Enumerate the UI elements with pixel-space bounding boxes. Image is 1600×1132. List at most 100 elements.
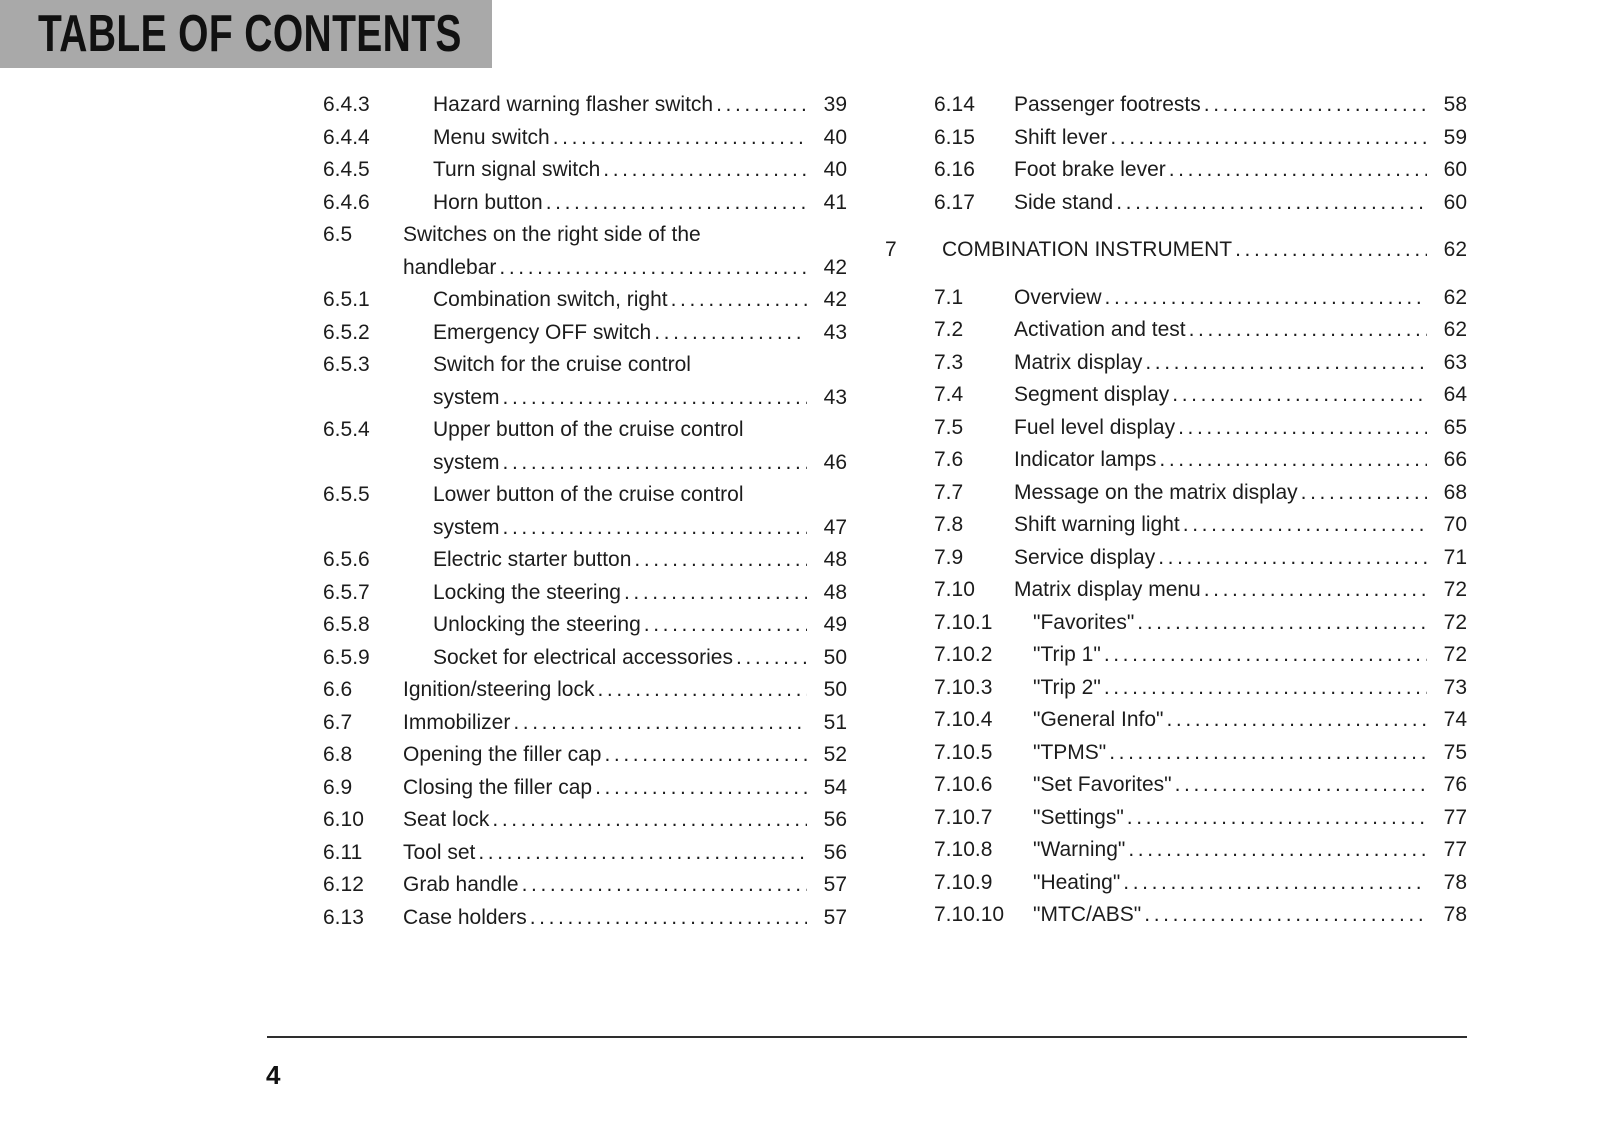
toc-entry-line: Ignition/steering lock 50 xyxy=(403,674,847,707)
toc-entry: 6.11 Tool set 56 xyxy=(323,837,847,870)
toc-entry-content: Switch for the cruise control system 43 xyxy=(433,349,847,414)
dot-leader xyxy=(1204,89,1427,122)
dot-leader xyxy=(503,382,807,415)
toc-entry-content: Foot brake lever 60 xyxy=(1014,154,1467,187)
toc-entry: 6.4.3 Hazard warning flasher switch 39 xyxy=(323,89,847,122)
dot-leader xyxy=(492,804,807,837)
toc-entry-content: "General Info" 74 xyxy=(1033,704,1467,737)
toc-entry-title: "Trip 2" xyxy=(1033,675,1101,699)
toc-entry-title: Closing the filler cap xyxy=(403,775,593,799)
toc-entry-title: Tool set xyxy=(403,840,476,864)
toc-entry-content: Hazard warning flasher switch 39 xyxy=(433,89,847,122)
toc-entry: 7.7 Message on the matrix display 68 xyxy=(934,477,1467,510)
toc-entry-content: "Set Favorites" 76 xyxy=(1033,769,1467,802)
toc-entry-page: 77 xyxy=(1443,805,1467,829)
toc-entry-page: 64 xyxy=(1443,383,1467,406)
toc-entry-content: Menu switch 40 xyxy=(433,122,847,155)
dot-leader xyxy=(1235,234,1427,267)
toc-entry-content: Shift lever 59 xyxy=(1014,122,1467,155)
toc-entry-page: 78 xyxy=(1443,903,1467,926)
toc-entry-title: Emergency OFF switch xyxy=(433,320,652,344)
toc-entry-title: Socket for electrical accessories xyxy=(433,645,733,669)
dot-leader xyxy=(1104,672,1427,705)
toc-entry: 6.5.2 Emergency OFF switch 43 xyxy=(323,317,847,350)
dot-leader xyxy=(1110,122,1427,155)
toc-entry-page: 54 xyxy=(823,775,847,799)
toc-entry: 6.5.8 Unlocking the steering 49 xyxy=(323,609,847,642)
toc-entry-content: "Settings" 77 xyxy=(1033,802,1467,835)
toc-entry: 6.5.3 Switch for the cruise control system… xyxy=(323,349,847,414)
footer-rule xyxy=(267,1036,1467,1038)
toc-entry-content: Immobilizer 51 xyxy=(403,707,847,740)
toc-entry-page: 70 xyxy=(1443,513,1467,536)
toc-entry-content: Matrix display menu 72 xyxy=(1014,574,1467,607)
toc-entry-title: Matrix display xyxy=(1014,350,1143,374)
dot-leader xyxy=(1128,834,1427,867)
toc-entry-number: 6.9 xyxy=(323,775,353,799)
toc-entry-line: Emergency OFF switch 43 xyxy=(433,317,847,350)
toc-entry-number: 7.8 xyxy=(934,513,964,536)
toc-entry-number: 6.5.7 xyxy=(323,580,370,604)
dot-leader xyxy=(716,89,807,122)
toc-entry-number: 7.2 xyxy=(934,318,964,341)
toc-entry-line: Hazard warning flasher switch 39 xyxy=(433,89,847,122)
toc-entry-title: "Favorites" xyxy=(1033,610,1135,634)
toc-entry: 6.13 Case holders 57 xyxy=(323,902,847,935)
toc-entry-content: "Warning" 77 xyxy=(1033,834,1467,867)
toc-entry-line: Service display 71 xyxy=(1014,542,1467,575)
toc-entry: 7.4 Segment display 64 xyxy=(934,379,1467,412)
toc-entry-title: Combination switch, right xyxy=(433,288,668,311)
toc-entry-content: Message on the matrix display 68 xyxy=(1014,477,1467,510)
toc-entry-title: "General Info" xyxy=(1033,708,1164,731)
dot-leader xyxy=(1169,154,1427,187)
dot-leader xyxy=(604,739,807,772)
toc-entry-page: 62 xyxy=(1443,318,1467,341)
toc-entry: 7.10.8 "Warning" 77 xyxy=(934,834,1467,867)
page-number: 4 xyxy=(266,1060,281,1090)
toc-entry-content: Passenger footrests 58 xyxy=(1014,89,1467,122)
toc-entry-content: Upper button of the cruise control system… xyxy=(433,414,847,479)
dot-leader xyxy=(1127,802,1427,835)
dot-leader xyxy=(1145,347,1427,380)
dot-leader xyxy=(513,707,807,740)
toc-entry-title: Locking the steering xyxy=(433,580,621,604)
toc-entry-line: "Trip 1" 72 xyxy=(1033,639,1467,672)
dot-leader xyxy=(624,577,807,610)
toc-entry: 6.5 Switches on the right side of the hand… xyxy=(323,219,847,284)
toc-entry-line: Side stand 60 xyxy=(1014,187,1467,220)
toc-entry-page: 39 xyxy=(823,93,847,116)
page-header: TABLE OF CONTENTS xyxy=(0,0,492,68)
toc-entry-number: 7.10.9 xyxy=(934,870,993,894)
toc-entry-content: Ignition/steering lock 50 xyxy=(403,674,847,707)
toc-entry-line: "TPMS" 75 xyxy=(1033,737,1467,770)
dot-leader xyxy=(1301,477,1427,510)
toc-entry-line: system 43 xyxy=(433,382,847,415)
toc-entry: 7.8 Shift warning light 70 xyxy=(934,509,1467,542)
toc-entry: 6.17 Side stand 60 xyxy=(934,187,1467,220)
toc-entry-content: Seat lock 56 xyxy=(403,804,847,837)
toc-entry-title: Side stand xyxy=(1014,190,1114,214)
dot-leader xyxy=(644,609,807,642)
toc-entry-page: 75 xyxy=(1443,740,1467,764)
dot-leader xyxy=(654,317,807,350)
toc-entry-content: Shift warning light 70 xyxy=(1014,509,1467,542)
dot-leader xyxy=(1166,704,1427,737)
toc-entry-content: "Trip 1" 72 xyxy=(1033,639,1467,672)
toc-entry-number: 7.10.6 xyxy=(934,773,993,796)
toc-entry-title: Shift warning light xyxy=(1014,513,1180,536)
toc-column-right: 6.14 Passenger footrests 58 6.15 Shift lever… xyxy=(885,89,1467,932)
toc-entry-line: Case holders 57 xyxy=(403,902,847,935)
toc-entry-page: 66 xyxy=(1443,448,1467,471)
toc-entry-content: Segment display 64 xyxy=(1014,379,1467,412)
toc-entry-content: "Trip 2" 73 xyxy=(1033,672,1467,705)
toc-entry-title: Matrix display menu xyxy=(1014,578,1201,601)
toc-entry: 7.10 Matrix display menu 72 xyxy=(934,574,1467,607)
toc-entry-title: Grab handle xyxy=(403,873,519,896)
toc-entry-title: system xyxy=(433,385,500,409)
toc-entry-title: "Trip 1" xyxy=(1033,643,1101,666)
toc-entry-title: Immobilizer xyxy=(403,710,511,734)
toc-entry-title: Switches on the right side of the xyxy=(403,223,701,246)
toc-entry-line: Matrix display menu 72 xyxy=(1014,574,1467,607)
toc-entry-page: 73 xyxy=(1443,675,1467,699)
toc-entry-line: "MTC/ABS" 78 xyxy=(1033,899,1467,932)
